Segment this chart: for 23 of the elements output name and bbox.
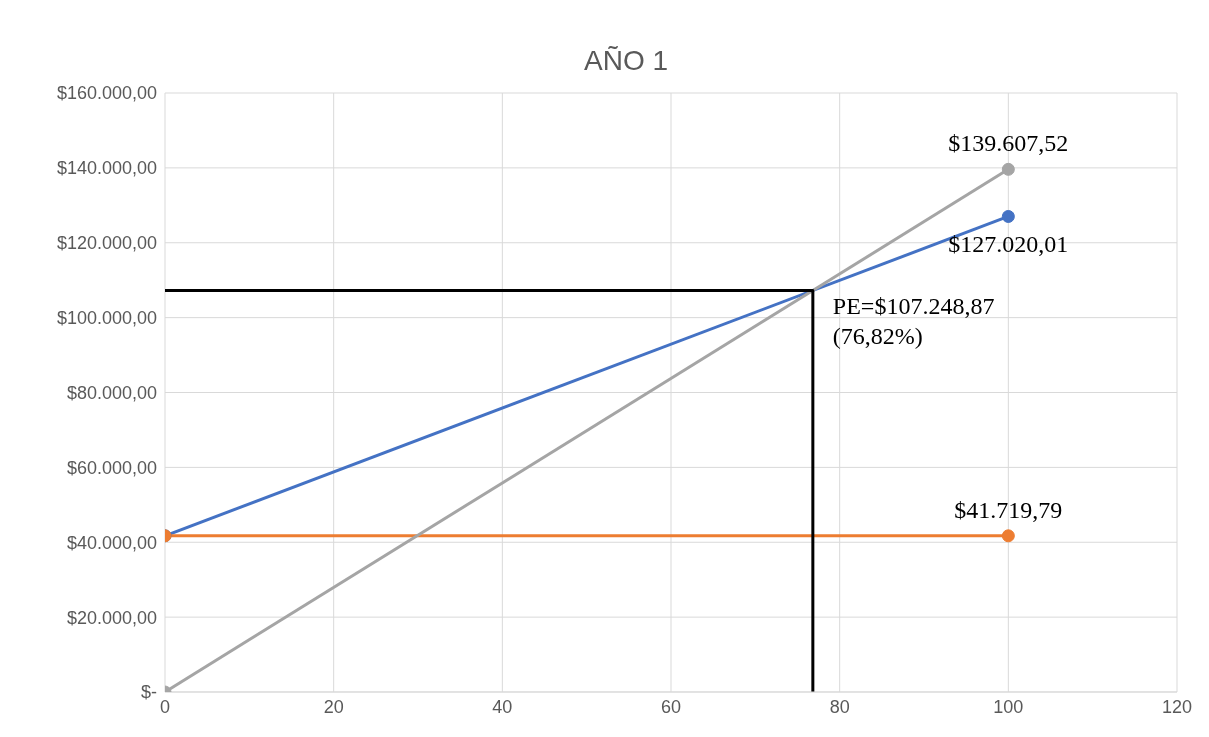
data-label: $127.020,01 xyxy=(948,231,1069,258)
y-tick-label: $140.000,00 xyxy=(56,158,157,179)
y-tick-label: $160.000,00 xyxy=(56,83,157,104)
x-tick-label: 0 xyxy=(159,696,171,717)
y-tick-label: $40.000,00 xyxy=(66,532,157,553)
point xyxy=(1001,209,1015,223)
x-tick-label: 40 xyxy=(492,696,513,717)
y-tick-label: $60.000,00 xyxy=(66,457,157,478)
y-tick-label: $100.000,00 xyxy=(56,308,157,329)
data-label: $139.607,52 xyxy=(948,130,1069,157)
y-tick-label: $120.000,00 xyxy=(56,233,157,254)
y-tick-label: $80.000,00 xyxy=(66,382,157,403)
point xyxy=(1001,162,1015,176)
chart-title: AÑO 1 xyxy=(583,45,669,76)
x-tick-label: 60 xyxy=(660,696,682,717)
data-label: $41.719,79 xyxy=(954,496,1063,523)
x-tick-label: 120 xyxy=(1161,696,1193,717)
y-tick-label: $- xyxy=(140,682,157,703)
y-tick-label: $20.000,00 xyxy=(66,607,157,628)
x-tick-label: 100 xyxy=(993,696,1024,717)
annotation: PE=$107.248,87 (76,82%) xyxy=(832,293,995,350)
x-tick-label: 20 xyxy=(323,696,344,717)
x-tick-label: 80 xyxy=(829,696,850,717)
